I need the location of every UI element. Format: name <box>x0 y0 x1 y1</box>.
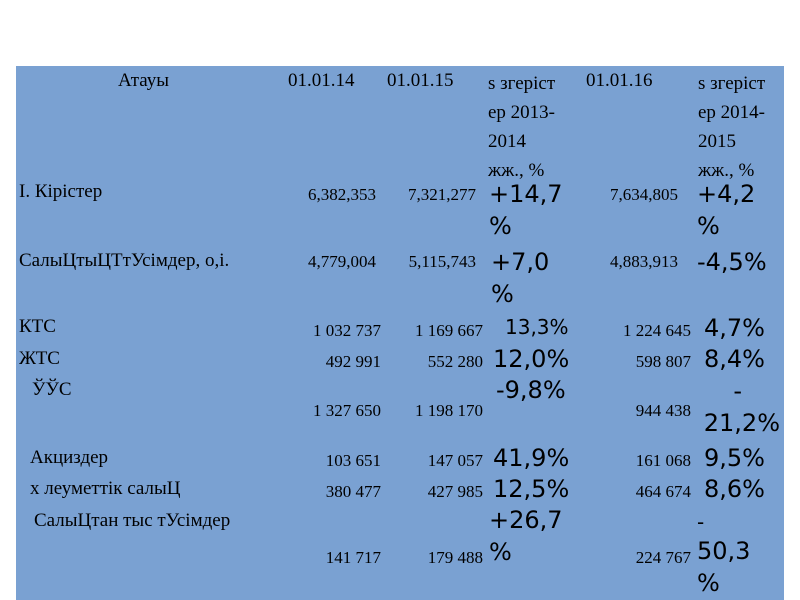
row-value-2014: 1 327 650 <box>313 401 381 420</box>
row-value-2016: 464 674 <box>635 482 691 501</box>
header-change-2013-2014-line: жж., % <box>488 160 545 181</box>
row-change-line: +7,0 <box>491 248 550 276</box>
row-change-line: % <box>491 280 514 308</box>
row-value-2015: 5,115,743 <box>408 252 476 271</box>
row-change-2013-2014: +14,7 % <box>489 178 563 242</box>
row-change-line: 13,3% <box>505 315 569 339</box>
row-change-line: % <box>489 212 512 240</box>
row-value-2014: 103 651 <box>325 451 381 470</box>
row-change-line: 8,4% <box>704 345 765 373</box>
row-value-2015: 7,321,277 <box>408 185 476 204</box>
row-value-2016: 944 438 <box>635 401 691 420</box>
row-change-line: % <box>697 569 720 597</box>
row-change-line: 4,7% <box>704 314 765 342</box>
row-change-2013-2014: 12,5% <box>493 473 569 505</box>
row-value-2015: 147 057 <box>427 451 483 470</box>
header-change-2014-2015: s згеріст ер 2014- 2015 жж., % <box>698 69 765 185</box>
revenue-table: Атауы 01.01.14 01.01.15 s згеріст ер 201… <box>16 66 784 600</box>
row-change-2014-2015: -4,5% <box>697 246 767 278</box>
row-change-line: +4,2 <box>697 180 756 208</box>
row-change-line: +14,7 <box>489 180 563 208</box>
header-name: Атауы <box>118 70 170 91</box>
header-change-2013-2014-line: s згеріст <box>488 73 556 94</box>
row-value-2014: 1 032 737 <box>313 321 381 340</box>
header-date-2015: 01.01.15 <box>387 70 454 91</box>
row-change-2013-2014: -9,8% <box>496 374 566 406</box>
row-change-2014-2015: 4,7% <box>704 312 765 344</box>
row-value-2016: 1 224 645 <box>623 321 691 340</box>
row-change-2014-2015: - 21,2% <box>696 375 780 439</box>
header-change-2014-2015-line: ер 2014- <box>698 102 766 123</box>
row-value-2015: 179 488 <box>427 548 483 567</box>
row-value-2015: 1 198 170 <box>415 401 483 420</box>
row-change-line: 12,0% <box>493 345 570 373</box>
header-change-2014-2015-line: s згеріст <box>698 73 766 94</box>
row-value-2015: 1 169 667 <box>415 321 483 340</box>
row-change-line: -9,8% <box>496 376 566 404</box>
header-change-2013-2014: s згеріст ер 2013- 2014 жж., % <box>488 69 555 185</box>
row-name: КТС <box>19 316 56 337</box>
row-value-2014: 4,779,004 <box>308 252 376 271</box>
row-change-2013-2014: +26,7 % <box>489 504 563 568</box>
row-change-line: 9,5% <box>704 444 765 472</box>
row-change-line: 50,3 <box>697 537 751 565</box>
header-date-2014: 01.01.14 <box>288 70 355 91</box>
row-change-line: 41,9% <box>493 444 570 472</box>
row-change-line: 21,2% <box>703 409 780 437</box>
row-change-line: - <box>733 377 742 405</box>
row-change-2013-2014: 41,9% <box>493 442 569 474</box>
row-change-line: % <box>697 212 720 240</box>
row-name: СалыЦтан тыс тУсімдер <box>34 510 231 531</box>
row-change-line: % <box>489 538 512 566</box>
row-change-2014-2015: 8,4% <box>704 343 765 375</box>
header-date-2016: 01.01.16 <box>586 70 653 91</box>
row-value-2014: 141 717 <box>325 548 381 567</box>
header-change-2014-2015-line: 2015 <box>698 131 736 152</box>
row-name: х леуметтік салыЦ <box>30 478 181 499</box>
row-change-2013-2014: +7,0 % <box>491 246 549 310</box>
header-change-2014-2015-line: жж., % <box>698 160 755 181</box>
row-change-2013-2014: 13,3% <box>505 314 569 340</box>
row-value-2016: 7,634,805 <box>610 185 678 204</box>
row-change-line: -4,5% <box>697 248 767 276</box>
row-value-2014: 492 991 <box>325 352 381 371</box>
row-name: Акциздер <box>30 447 109 468</box>
row-change-2014-2015: 9,5% <box>704 442 765 474</box>
header-change-2013-2014-line: ер 2013- <box>488 102 556 123</box>
header-change-2013-2014-line: 2014 <box>488 131 526 152</box>
row-name: ЎЎС <box>32 379 72 400</box>
row-value-2016: 161 068 <box>635 451 691 470</box>
row-change-line: 8,6% <box>704 475 765 503</box>
row-change-2013-2014: 12,0% <box>493 343 569 375</box>
row-value-2015: 427 985 <box>427 482 483 501</box>
row-name: СалыЦтыЦТтУсімдер, о,і. <box>19 250 230 271</box>
row-change-2014-2015: 8,6% <box>704 473 765 505</box>
row-value-2015: 552 280 <box>427 352 483 371</box>
row-change-2014-2015: - 50,3 % <box>697 509 750 599</box>
row-value-2016: 224 767 <box>635 548 691 567</box>
row-name: І. Кірістер <box>19 181 103 202</box>
row-value-2014: 380 477 <box>325 482 381 501</box>
row-value-2016: 598 807 <box>635 352 691 371</box>
row-value-2014: 6,382,353 <box>308 185 376 204</box>
row-change-line: +26,7 <box>489 506 563 534</box>
row-name: ЖТС <box>19 348 60 369</box>
row-change-line: 12,5% <box>493 475 570 503</box>
row-change-line: - <box>697 510 705 534</box>
row-change-2014-2015: +4,2 % <box>697 178 755 242</box>
row-value-2016: 4,883,913 <box>610 252 678 271</box>
